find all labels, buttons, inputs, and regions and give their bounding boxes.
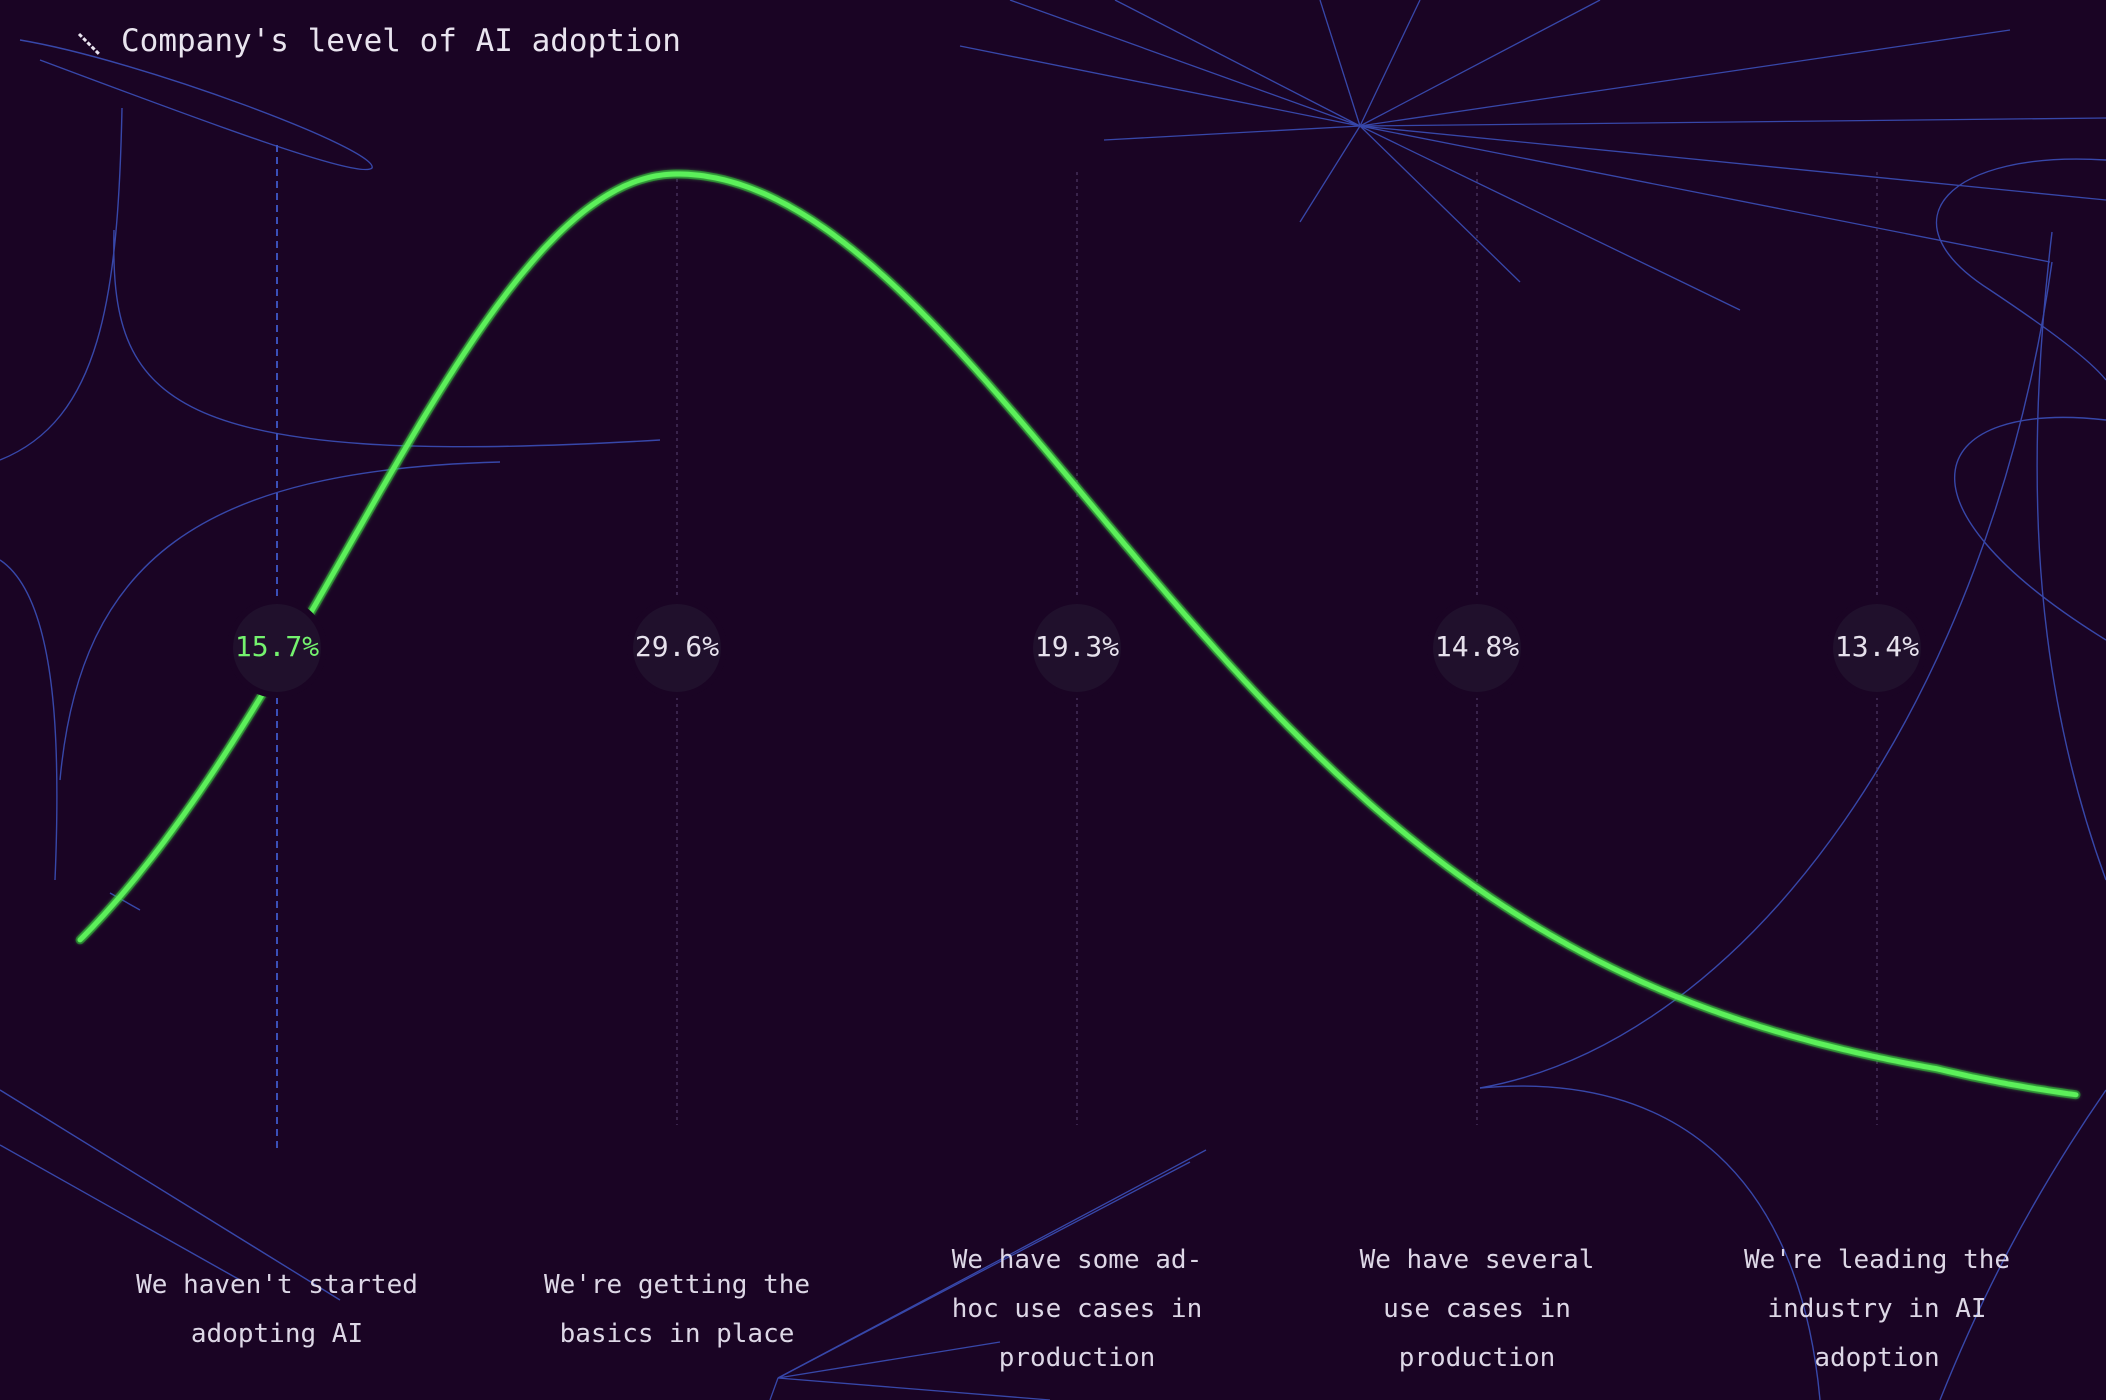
value-markers: 15.7% 29.6% 19.3% 14.8% 13.4% xyxy=(227,598,1927,698)
value-marker-halo xyxy=(1833,604,1921,692)
category-label: We haven't started adopting AI xyxy=(136,1270,418,1349)
value-marker: 19.3% xyxy=(1027,598,1127,698)
category-label-line: We have several xyxy=(1360,1245,1595,1275)
category-label: We have several use cases in production xyxy=(1360,1245,1595,1373)
value-marker: 13.4% xyxy=(1827,598,1927,698)
decor-ellipse-right-2 xyxy=(1954,416,2106,641)
decor-curve-left-4 xyxy=(59,461,501,781)
category-label-line: production xyxy=(1399,1343,1556,1373)
adoption-curve-line xyxy=(77,171,2079,1098)
category-label-line: use cases in xyxy=(1383,1294,1571,1324)
decor-starburst-bottom xyxy=(769,1149,1207,1400)
category-label-line: basics in place xyxy=(560,1319,795,1349)
value-marker: 15.7% xyxy=(227,598,327,698)
category-labels: We haven't started adopting AI We're getti… xyxy=(136,1245,2010,1373)
decor-line-right xyxy=(1939,1089,2106,1400)
value-label: 29.6% xyxy=(635,630,719,663)
value-marker-halo xyxy=(1033,604,1121,692)
decor-curve-right-3 xyxy=(1479,1085,1821,1400)
decor-line-bottom-left xyxy=(0,1089,341,1301)
value-marker-halo xyxy=(633,604,721,692)
value-label: 14.8% xyxy=(1435,630,1519,663)
adoption-curve xyxy=(75,169,2081,1100)
decor-curve-left xyxy=(0,107,123,461)
category-label-line: production xyxy=(999,1343,1156,1373)
decor-ellipse-top-left xyxy=(19,39,373,171)
decor-curve-right xyxy=(2036,231,2106,881)
value-marker: 14.8% xyxy=(1427,598,1527,698)
chart-header: Company's level of AI adoption xyxy=(77,23,681,59)
decor-curve-left-2 xyxy=(113,229,661,448)
value-label: 19.3% xyxy=(1035,630,1119,663)
category-label-line: hoc use cases in xyxy=(952,1294,1202,1324)
value-marker-halo xyxy=(233,604,321,692)
decor-starburst-top xyxy=(959,0,2106,311)
category-label-line: We haven't started xyxy=(136,1270,418,1300)
category-label-line: adopting AI xyxy=(191,1319,363,1349)
value-label: 13.4% xyxy=(1835,630,1919,663)
category-label: We're getting the basics in place xyxy=(544,1270,810,1349)
category-label-line: We're leading the xyxy=(1744,1245,2010,1275)
category-label-line: We have some ad- xyxy=(952,1245,1202,1275)
decor-curve-left-3 xyxy=(0,559,58,881)
decor-curve-right-2 xyxy=(1479,261,2053,1089)
diagonal-slash-icon xyxy=(77,32,101,56)
decor-line-bottom-left-2 xyxy=(0,1144,241,1281)
value-marker-halo xyxy=(1433,604,1521,692)
category-label-line: industry in AI xyxy=(1767,1294,1986,1324)
decor-ellipse-right xyxy=(1935,158,2106,381)
value-label: 15.7% xyxy=(235,630,319,663)
value-marker: 29.6% xyxy=(627,598,727,698)
category-label: We're leading the industry in AI adoption xyxy=(1744,1245,2010,1373)
category-label-line: adoption xyxy=(1814,1343,1939,1373)
chart-title: Company's level of AI adoption xyxy=(121,23,681,59)
category-label-line: We're getting the xyxy=(544,1270,810,1300)
category-label: We have some ad-hoc use cases in producti… xyxy=(952,1245,1202,1373)
